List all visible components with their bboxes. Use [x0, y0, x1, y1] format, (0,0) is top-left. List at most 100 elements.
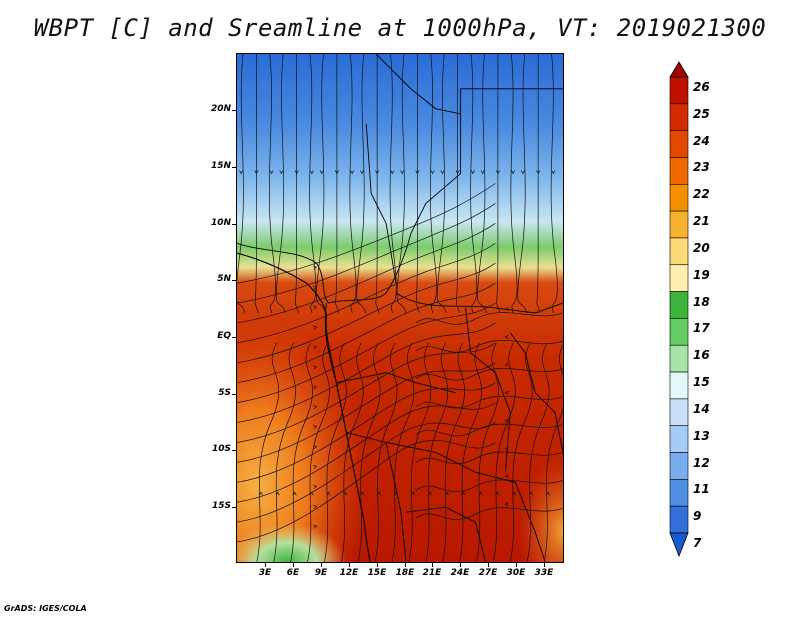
streamline	[550, 54, 558, 314]
streamline	[427, 491, 432, 496]
streamline	[237, 342, 496, 443]
colorbar-box	[669, 103, 689, 131]
streamline	[341, 342, 364, 562]
streamline	[313, 504, 318, 509]
streamline	[415, 507, 563, 520]
latitude-tick-mark	[232, 167, 236, 168]
longitude-tick-label: 33E	[534, 568, 554, 578]
streamline	[509, 342, 533, 562]
streamline	[319, 170, 324, 175]
streamline	[237, 54, 246, 314]
streamline	[415, 423, 563, 437]
streamline	[313, 484, 318, 489]
streamline	[440, 170, 445, 175]
border-line	[385, 442, 546, 562]
streamline	[237, 223, 496, 324]
colorbar-box	[669, 183, 689, 212]
latitude-tick-mark	[232, 394, 236, 395]
latitude-tick-mark	[232, 507, 236, 508]
colorbar-box	[669, 291, 689, 319]
streamline	[430, 170, 435, 175]
country-borders	[237, 54, 563, 562]
streamline	[470, 170, 475, 175]
longitude-tick-label: 3E	[258, 568, 272, 578]
streamline	[273, 342, 297, 562]
streamline	[313, 285, 318, 290]
latitude-tick-label: 10S	[211, 444, 231, 454]
border-line	[365, 123, 397, 284]
streamline	[455, 170, 460, 175]
streamline	[415, 340, 563, 353]
streamline	[510, 54, 518, 314]
longitude-tick-label: 30E	[506, 568, 526, 578]
streamline	[237, 183, 496, 284]
colorbar-bottom-arrow	[669, 532, 689, 558]
streamline	[389, 54, 397, 314]
streamline	[551, 170, 556, 175]
streamline	[237, 440, 496, 543]
colorbar-box	[669, 237, 689, 266]
longitude-tick-label: 6E	[286, 568, 300, 578]
grads-credit: GrADS: IGES/COLA	[4, 604, 87, 613]
streamline	[237, 422, 496, 523]
streamline	[313, 385, 318, 390]
colorbar-box	[669, 452, 689, 480]
colorbar-level-label: 14	[693, 401, 710, 416]
streamline	[313, 365, 318, 370]
streamline	[349, 54, 357, 314]
colorbar-box	[669, 210, 689, 239]
streamline	[313, 524, 318, 529]
longitude-tick-mark	[432, 563, 433, 567]
colorbar-box	[669, 157, 689, 185]
colorbar-box	[669, 130, 689, 158]
colorbar-level-label: 9	[693, 509, 702, 524]
streamline	[504, 502, 509, 507]
longitude-tick-label: 27E	[478, 568, 498, 578]
streamline	[529, 491, 534, 496]
streamline	[377, 491, 382, 496]
streamline	[546, 491, 551, 496]
streamline	[275, 491, 280, 496]
streamline	[396, 54, 407, 314]
streamline	[496, 54, 501, 314]
latitude-tick-label: 15S	[211, 501, 231, 511]
streamline	[309, 491, 314, 496]
streamline	[313, 265, 318, 270]
streamlines	[237, 54, 563, 562]
streamline	[313, 465, 318, 469]
streamline	[335, 54, 340, 314]
streamline	[237, 203, 496, 304]
streamline	[415, 54, 420, 314]
colorbar-box	[669, 344, 689, 373]
longitude-tick-mark	[321, 563, 322, 567]
streamline	[356, 54, 367, 314]
streamline	[374, 342, 398, 562]
border-line	[375, 54, 461, 115]
streamline	[504, 390, 509, 395]
streamline	[357, 342, 381, 562]
streamline	[316, 54, 326, 314]
latitude-tick-label: 20N	[210, 104, 231, 114]
colorbar-level-label: 21	[693, 214, 710, 229]
colorbar-level-label: 11	[693, 482, 710, 497]
streamline	[334, 170, 339, 175]
streamline	[237, 242, 496, 344]
streamline	[237, 282, 496, 384]
streamline	[478, 491, 483, 496]
streamline	[504, 418, 509, 423]
longitude-tick-mark	[265, 563, 266, 567]
latitude-tick-mark	[232, 280, 236, 281]
streamline	[313, 305, 318, 310]
streamline	[254, 170, 259, 175]
colorbar-level-label: 13	[693, 428, 710, 443]
streamline	[410, 491, 415, 496]
streamline	[360, 491, 365, 496]
streamline	[391, 342, 415, 562]
longitude-tick-label: 15E	[367, 568, 387, 578]
streamline	[536, 54, 541, 314]
streamline	[292, 491, 297, 496]
longitude-tick-mark	[405, 563, 406, 567]
streamline	[504, 362, 509, 367]
streamline	[256, 342, 280, 562]
streamline	[408, 342, 432, 562]
